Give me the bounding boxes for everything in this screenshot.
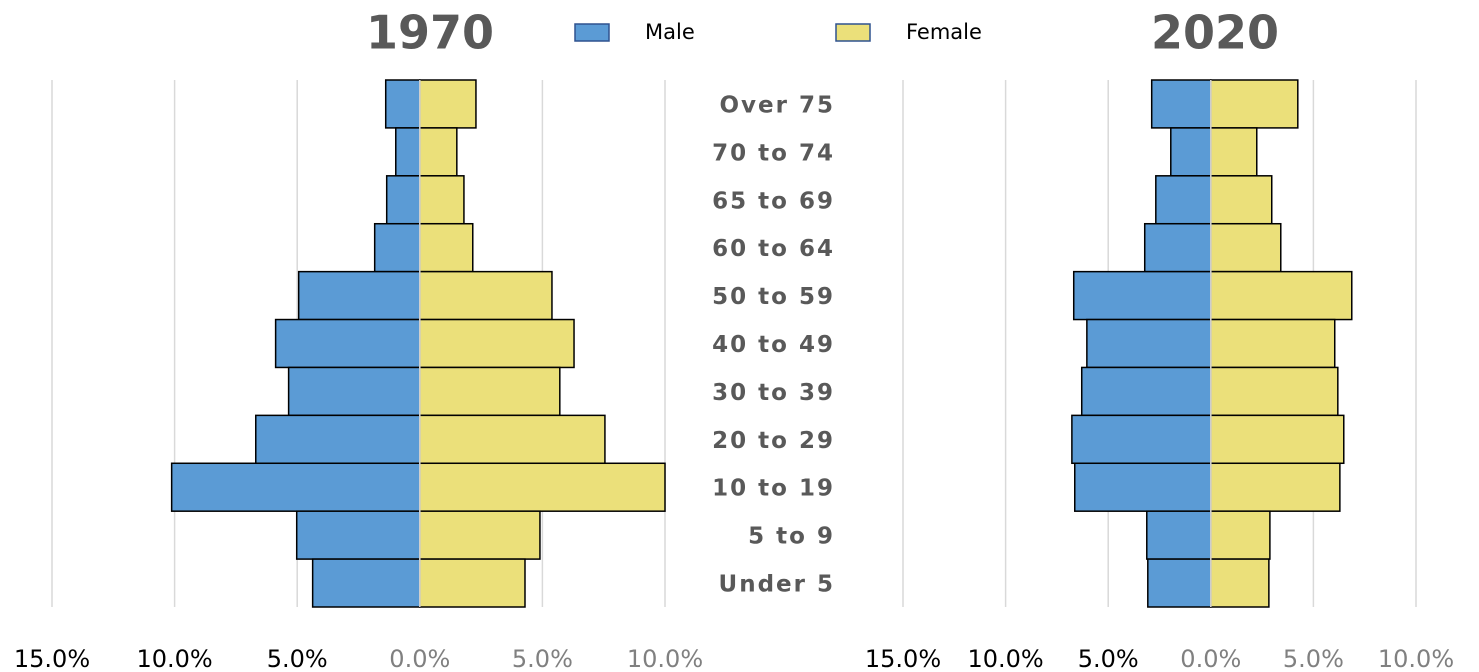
bar <box>1210 558 1270 608</box>
bar <box>419 366 561 417</box>
bar <box>1210 270 1353 321</box>
x-tick-label: 15.0% <box>865 645 941 672</box>
bar <box>295 510 421 560</box>
bar <box>297 270 421 321</box>
bar <box>1086 318 1212 369</box>
bar <box>1210 175 1273 225</box>
bar <box>1210 79 1299 129</box>
bar <box>311 558 421 608</box>
category-label: 70 to 74 <box>712 140 835 166</box>
x-tick-label: 5.0% <box>512 645 573 672</box>
x-tick-label: 15.0% <box>14 645 90 672</box>
category-label: 10 to 19 <box>712 476 835 502</box>
bar <box>419 127 458 177</box>
bar <box>373 222 421 273</box>
bar <box>1210 462 1341 512</box>
legend-swatch <box>835 23 871 42</box>
bar <box>170 462 421 512</box>
bar <box>419 414 606 465</box>
bar <box>1155 175 1212 225</box>
x-tick-label: 5.0% <box>1078 645 1139 672</box>
bar <box>395 127 421 177</box>
bar <box>419 510 541 560</box>
category-label: 50 to 59 <box>712 284 835 310</box>
bar <box>255 414 421 465</box>
category-label: 65 to 69 <box>712 188 835 214</box>
bar <box>419 175 465 225</box>
bar <box>1210 222 1282 273</box>
category-label: Over 75 <box>719 92 835 118</box>
category-label: 40 to 49 <box>712 332 835 358</box>
bar <box>419 270 553 321</box>
bar <box>1210 366 1339 417</box>
chart-title: 1970 <box>366 6 494 60</box>
x-tick-label: 0.0% <box>389 645 450 672</box>
bar <box>419 558 526 608</box>
x-tick-label: 5.0% <box>1283 645 1344 672</box>
bar <box>1072 270 1212 321</box>
bar <box>1170 127 1212 177</box>
x-tick-label: 10.0% <box>1378 645 1454 672</box>
x-tick-label: 10.0% <box>967 645 1043 672</box>
bar <box>1071 414 1212 465</box>
x-tick-label: 10.0% <box>627 645 703 672</box>
legend-label: Male <box>645 20 695 44</box>
bar <box>287 366 421 417</box>
legend-label: Female <box>906 20 982 44</box>
x-tick-label: 5.0% <box>267 645 328 672</box>
bar <box>1150 79 1212 129</box>
bar <box>1143 222 1212 273</box>
bar <box>384 79 421 129</box>
bar <box>1210 414 1345 465</box>
bar <box>1210 318 1336 369</box>
x-tick-label: 10.0% <box>136 645 212 672</box>
category-label: 60 to 64 <box>712 236 835 262</box>
legend-swatch <box>574 23 610 42</box>
bar <box>419 462 666 512</box>
bar <box>1210 510 1271 560</box>
chart-title: 2020 <box>1151 6 1279 60</box>
category-label: 5 to 9 <box>748 524 835 550</box>
bar <box>1146 510 1212 560</box>
x-tick-label: 0.0% <box>1180 645 1241 672</box>
bar <box>419 318 575 369</box>
bar <box>1080 366 1212 417</box>
bar <box>419 222 474 273</box>
bar <box>419 79 477 129</box>
bar <box>1147 558 1212 608</box>
bar <box>274 318 421 369</box>
category-label: 30 to 39 <box>712 380 835 406</box>
bar <box>1210 127 1258 177</box>
bar <box>385 175 421 225</box>
category-label: Under 5 <box>719 572 835 598</box>
bar <box>1074 462 1212 512</box>
category-label: 20 to 29 <box>712 428 835 454</box>
